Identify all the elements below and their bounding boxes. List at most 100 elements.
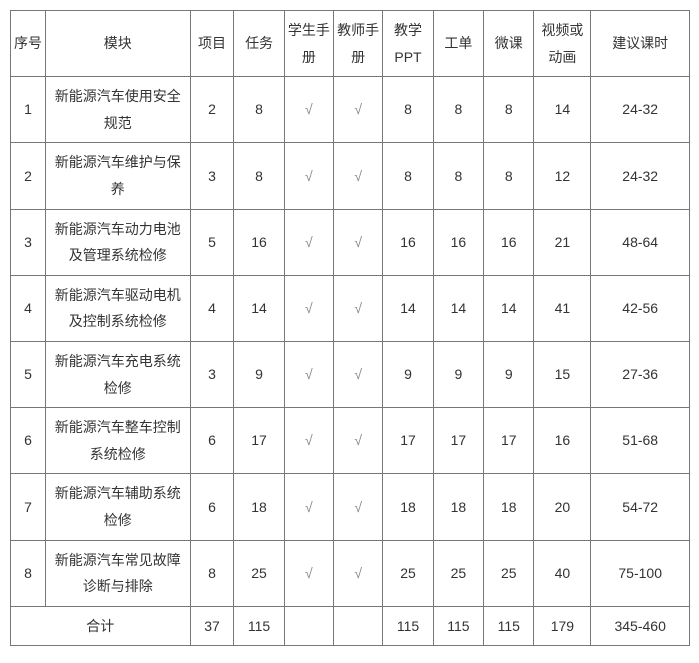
cell-teacher: √ <box>334 143 383 209</box>
cell-teacher: √ <box>334 474 383 540</box>
cell-ppt: 16 <box>383 209 433 275</box>
cell-order: 18 <box>433 474 483 540</box>
cell-order: 8 <box>433 77 483 143</box>
total-order: 115 <box>433 606 483 646</box>
cell-hours: 48-64 <box>591 209 690 275</box>
cell-task: 8 <box>234 77 284 143</box>
cell-teacher: √ <box>334 408 383 474</box>
cell-teacher: √ <box>334 341 383 407</box>
cell-ppt: 8 <box>383 77 433 143</box>
cell-seq: 4 <box>11 275 46 341</box>
cell-student: √ <box>284 275 333 341</box>
col-header-order: 工单 <box>433 11 483 77</box>
cell-teacher: √ <box>334 275 383 341</box>
cell-micro: 14 <box>484 275 534 341</box>
col-header-seq: 序号 <box>11 11 46 77</box>
cell-seq: 7 <box>11 474 46 540</box>
cell-ppt: 18 <box>383 474 433 540</box>
col-header-video: 视频或动画 <box>534 11 591 77</box>
cell-proj: 8 <box>190 540 234 606</box>
cell-micro: 17 <box>484 408 534 474</box>
cell-ppt: 8 <box>383 143 433 209</box>
cell-ppt: 9 <box>383 341 433 407</box>
total-student <box>284 606 333 646</box>
cell-proj: 2 <box>190 77 234 143</box>
cell-micro: 18 <box>484 474 534 540</box>
table-body: 1新能源汽车使用安全规范28√√8881424-322新能源汽车维护与保养38√… <box>11 77 690 607</box>
table-row: 8新能源汽车常见故障诊断与排除825√√2525254075-100 <box>11 540 690 606</box>
cell-video: 12 <box>534 143 591 209</box>
cell-proj: 3 <box>190 341 234 407</box>
cell-order: 17 <box>433 408 483 474</box>
total-label: 合计 <box>11 606 191 646</box>
total-proj: 37 <box>190 606 234 646</box>
cell-task: 16 <box>234 209 284 275</box>
cell-student: √ <box>284 341 333 407</box>
table-row: 7新能源汽车辅助系统检修618√√1818182054-72 <box>11 474 690 540</box>
cell-proj: 6 <box>190 474 234 540</box>
cell-order: 9 <box>433 341 483 407</box>
cell-ppt: 14 <box>383 275 433 341</box>
cell-order: 25 <box>433 540 483 606</box>
cell-video: 16 <box>534 408 591 474</box>
total-row: 合计 37 115 115 115 115 179 345-460 <box>11 606 690 646</box>
cell-proj: 3 <box>190 143 234 209</box>
col-header-ppt: 教学PPT <box>383 11 433 77</box>
cell-seq: 5 <box>11 341 46 407</box>
col-header-teacher: 教师手册 <box>334 11 383 77</box>
total-ppt: 115 <box>383 606 433 646</box>
cell-module: 新能源汽车动力电池及管理系统检修 <box>46 209 191 275</box>
total-teacher <box>334 606 383 646</box>
cell-module: 新能源汽车整车控制系统检修 <box>46 408 191 474</box>
cell-seq: 6 <box>11 408 46 474</box>
cell-student: √ <box>284 474 333 540</box>
cell-ppt: 17 <box>383 408 433 474</box>
cell-micro: 25 <box>484 540 534 606</box>
cell-video: 14 <box>534 77 591 143</box>
col-header-proj: 项目 <box>190 11 234 77</box>
cell-video: 40 <box>534 540 591 606</box>
col-header-student: 学生手册 <box>284 11 333 77</box>
cell-student: √ <box>284 408 333 474</box>
cell-order: 14 <box>433 275 483 341</box>
cell-teacher: √ <box>334 540 383 606</box>
table-row: 6新能源汽车整车控制系统检修617√√1717171651-68 <box>11 408 690 474</box>
cell-task: 14 <box>234 275 284 341</box>
cell-seq: 8 <box>11 540 46 606</box>
cell-hours: 24-32 <box>591 143 690 209</box>
cell-hours: 24-32 <box>591 77 690 143</box>
cell-student: √ <box>284 143 333 209</box>
total-task: 115 <box>234 606 284 646</box>
col-header-hours: 建议课时 <box>591 11 690 77</box>
cell-module: 新能源汽车驱动电机及控制系统检修 <box>46 275 191 341</box>
table-row: 2新能源汽车维护与保养38√√8881224-32 <box>11 143 690 209</box>
cell-module: 新能源汽车使用安全规范 <box>46 77 191 143</box>
cell-hours: 75-100 <box>591 540 690 606</box>
cell-task: 17 <box>234 408 284 474</box>
cell-video: 15 <box>534 341 591 407</box>
cell-task: 25 <box>234 540 284 606</box>
cell-task: 18 <box>234 474 284 540</box>
cell-module: 新能源汽车常见故障诊断与排除 <box>46 540 191 606</box>
table-row: 1新能源汽车使用安全规范28√√8881424-32 <box>11 77 690 143</box>
cell-micro: 16 <box>484 209 534 275</box>
cell-proj: 4 <box>190 275 234 341</box>
total-video: 179 <box>534 606 591 646</box>
header-row: 序号 模块 项目 任务 学生手册 教师手册 教学PPT 工单 微课 视频或动画 … <box>11 11 690 77</box>
cell-video: 41 <box>534 275 591 341</box>
cell-order: 16 <box>433 209 483 275</box>
cell-video: 20 <box>534 474 591 540</box>
cell-module: 新能源汽车充电系统检修 <box>46 341 191 407</box>
col-header-task: 任务 <box>234 11 284 77</box>
cell-proj: 5 <box>190 209 234 275</box>
cell-teacher: √ <box>334 209 383 275</box>
table-row: 3新能源汽车动力电池及管理系统检修516√√1616162148-64 <box>11 209 690 275</box>
cell-micro: 9 <box>484 341 534 407</box>
cell-proj: 6 <box>190 408 234 474</box>
total-micro: 115 <box>484 606 534 646</box>
cell-video: 21 <box>534 209 591 275</box>
cell-teacher: √ <box>334 77 383 143</box>
table-row: 5新能源汽车充电系统检修39√√9991527-36 <box>11 341 690 407</box>
col-header-module: 模块 <box>46 11 191 77</box>
data-table: 序号 模块 项目 任务 学生手册 教师手册 教学PPT 工单 微课 视频或动画 … <box>10 10 690 646</box>
